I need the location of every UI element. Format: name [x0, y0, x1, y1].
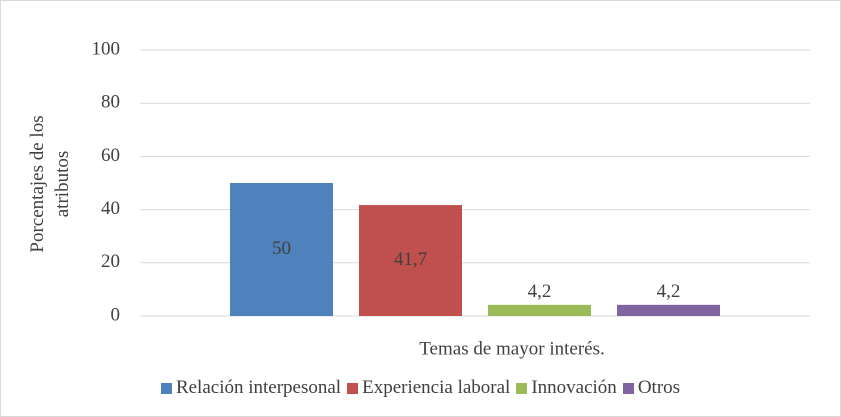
y-tick-label: 20 — [101, 251, 120, 272]
data-label: 4,2 — [528, 281, 552, 302]
y-tick-label: 80 — [101, 92, 120, 113]
legend-item: Relación interpesonal — [160, 377, 342, 399]
bar — [617, 304, 720, 316]
legend-label: Experiencia laboral — [362, 377, 511, 398]
data-label: 41,7 — [394, 249, 427, 270]
legend-swatch — [622, 382, 634, 394]
legend-label: Innovación — [531, 377, 617, 398]
y-tick-label: 40 — [101, 198, 120, 219]
y-tick-label: 60 — [101, 145, 120, 166]
bar — [230, 183, 333, 316]
legend-item: Innovación — [516, 377, 617, 399]
bar — [359, 205, 462, 316]
y-tick-label: 0 — [111, 304, 121, 325]
x-axis-title: Temas de mayor interés. — [419, 338, 604, 359]
y-tick-label: 100 — [92, 38, 121, 59]
legend-item: Experiencia laboral — [347, 377, 510, 399]
legend-swatch — [347, 382, 359, 394]
legend-swatch — [160, 382, 172, 394]
legend-label: Relación interpesonal — [175, 377, 342, 398]
legend: Relación interpesonal Experiencia laboral… — [0, 374, 841, 402]
data-label: 50 — [272, 238, 291, 259]
legend-swatch — [516, 382, 528, 394]
bar — [488, 304, 591, 316]
data-label: 4,2 — [657, 281, 681, 302]
legend-item: Otros — [622, 377, 681, 399]
y-axis-title: Porcentajes de los atributos — [27, 115, 73, 253]
legend-label: Otros — [637, 377, 681, 398]
